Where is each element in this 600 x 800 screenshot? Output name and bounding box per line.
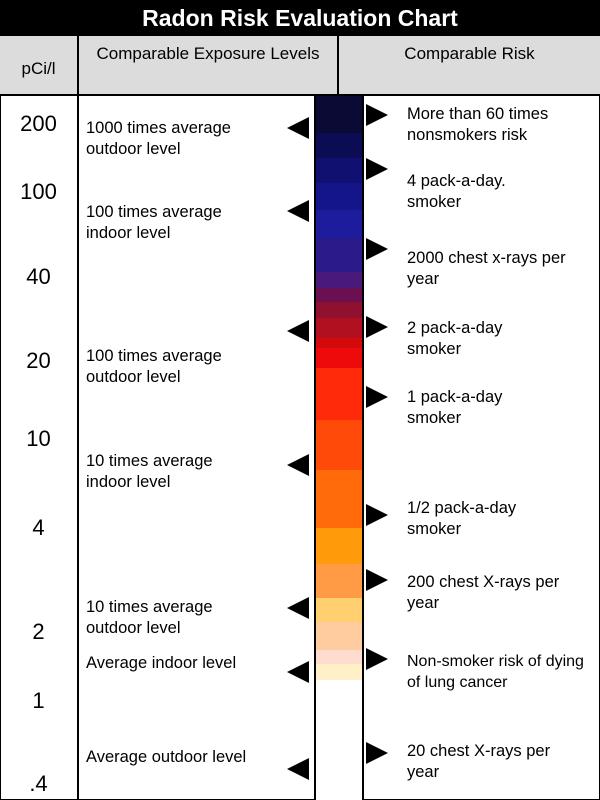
risk-label: 1/2 pack-a-day smoker: [407, 499, 517, 538]
risk-pointer-icon: [366, 104, 388, 126]
risk-label: 20 chest X-rays per year: [407, 742, 551, 781]
exposure-label: 10 times average outdoor level: [86, 598, 213, 637]
color-bar-segment: [316, 210, 362, 238]
risk-label: 2 pack-a-day smoker: [407, 319, 503, 358]
risk-label: Non-smoker risk of dying of lung cancer: [407, 653, 584, 691]
color-bar-segment: [316, 272, 362, 288]
divider-pci: [77, 36, 79, 800]
color-bar-segment: [316, 338, 362, 348]
color-bar-segment: [316, 680, 362, 800]
exposure-label: Average indoor level: [86, 654, 237, 672]
color-bar-left-edge: [314, 96, 316, 800]
scale-tick: .4: [29, 771, 48, 796]
color-bar-segment: [316, 318, 362, 338]
exposure-pointer-icon: [287, 597, 309, 619]
scale-tick: 4: [32, 515, 45, 540]
pci-column-header: pCi/l: [0, 36, 77, 96]
color-bar-segment: [316, 528, 362, 564]
exposure-column-header: Comparable Exposure Levels: [79, 36, 337, 96]
color-bar-segment: [316, 302, 362, 318]
exposure-pointer-icon: [287, 661, 309, 683]
color-bar-segment: [316, 368, 362, 420]
risk-pointer-icon: [366, 648, 388, 670]
color-bar-right-edge: [362, 96, 364, 800]
risk-pointer-icon: [366, 238, 388, 260]
risk-label: 1 pack-a-day smoker: [407, 388, 503, 427]
risk-pointer-icon: [366, 158, 388, 180]
risk-pointer-icon: [366, 569, 388, 591]
chart-title: Radon Risk Evaluation Chart: [0, 0, 600, 36]
exposure-pointer-icon: [287, 320, 309, 342]
color-bar-segment: [316, 598, 362, 622]
color-bar-segment: [316, 96, 362, 133]
exposure-label: 10 times average indoor level: [86, 452, 213, 491]
color-bar-segment: [316, 348, 362, 368]
color-bar-segment: [316, 420, 362, 470]
risk-pointer-icon: [366, 504, 388, 526]
exposure-pointer-icon: [287, 758, 309, 780]
exposure-pointer-icon: [287, 117, 309, 139]
risk-label: More than 60 times nonsmokers risk: [407, 105, 549, 144]
exposure-label: 1000 times average outdoor level: [86, 119, 231, 158]
scale-tick: 1: [32, 688, 45, 713]
risk-pointer-icon: [366, 742, 388, 764]
exposure-pointer-icon: [287, 454, 309, 476]
color-bar-segment: [316, 622, 362, 650]
color-bar-segment: [316, 664, 362, 680]
color-bar-segment: [316, 183, 362, 210]
exposure-label: 100 times average outdoor level: [86, 347, 222, 386]
scale-tick: 2: [32, 619, 45, 644]
scale-tick: 200: [20, 111, 57, 136]
risk-label: 4 pack-a-day. smoker: [407, 172, 506, 211]
risk-label: 200 chest X-rays per year: [407, 573, 560, 612]
risk-pointer-icon: [366, 386, 388, 408]
scale-tick: 40: [26, 264, 51, 289]
divider-exposure: [337, 36, 339, 96]
color-bar-segment: [316, 470, 362, 528]
color-bar-segment: [316, 650, 362, 664]
risk-column-header: Comparable Risk: [339, 36, 600, 96]
color-bar-segment: [316, 133, 362, 158]
color-bar-segment: [316, 238, 362, 272]
risk-pointer-icon: [366, 316, 388, 338]
color-bar-segment: [316, 288, 362, 302]
scale-tick: 10: [26, 426, 51, 451]
color-bar-segment: [316, 158, 362, 183]
exposure-label: 100 times average indoor level: [86, 203, 222, 242]
scale-tick: 20: [26, 348, 51, 373]
risk-label: 2000 chest x-rays per year: [407, 249, 566, 288]
scale-tick: 100: [20, 179, 57, 204]
color-bar-segment: [316, 564, 362, 598]
exposure-label: Average outdoor level: [86, 748, 247, 766]
exposure-pointer-icon: [287, 200, 309, 222]
